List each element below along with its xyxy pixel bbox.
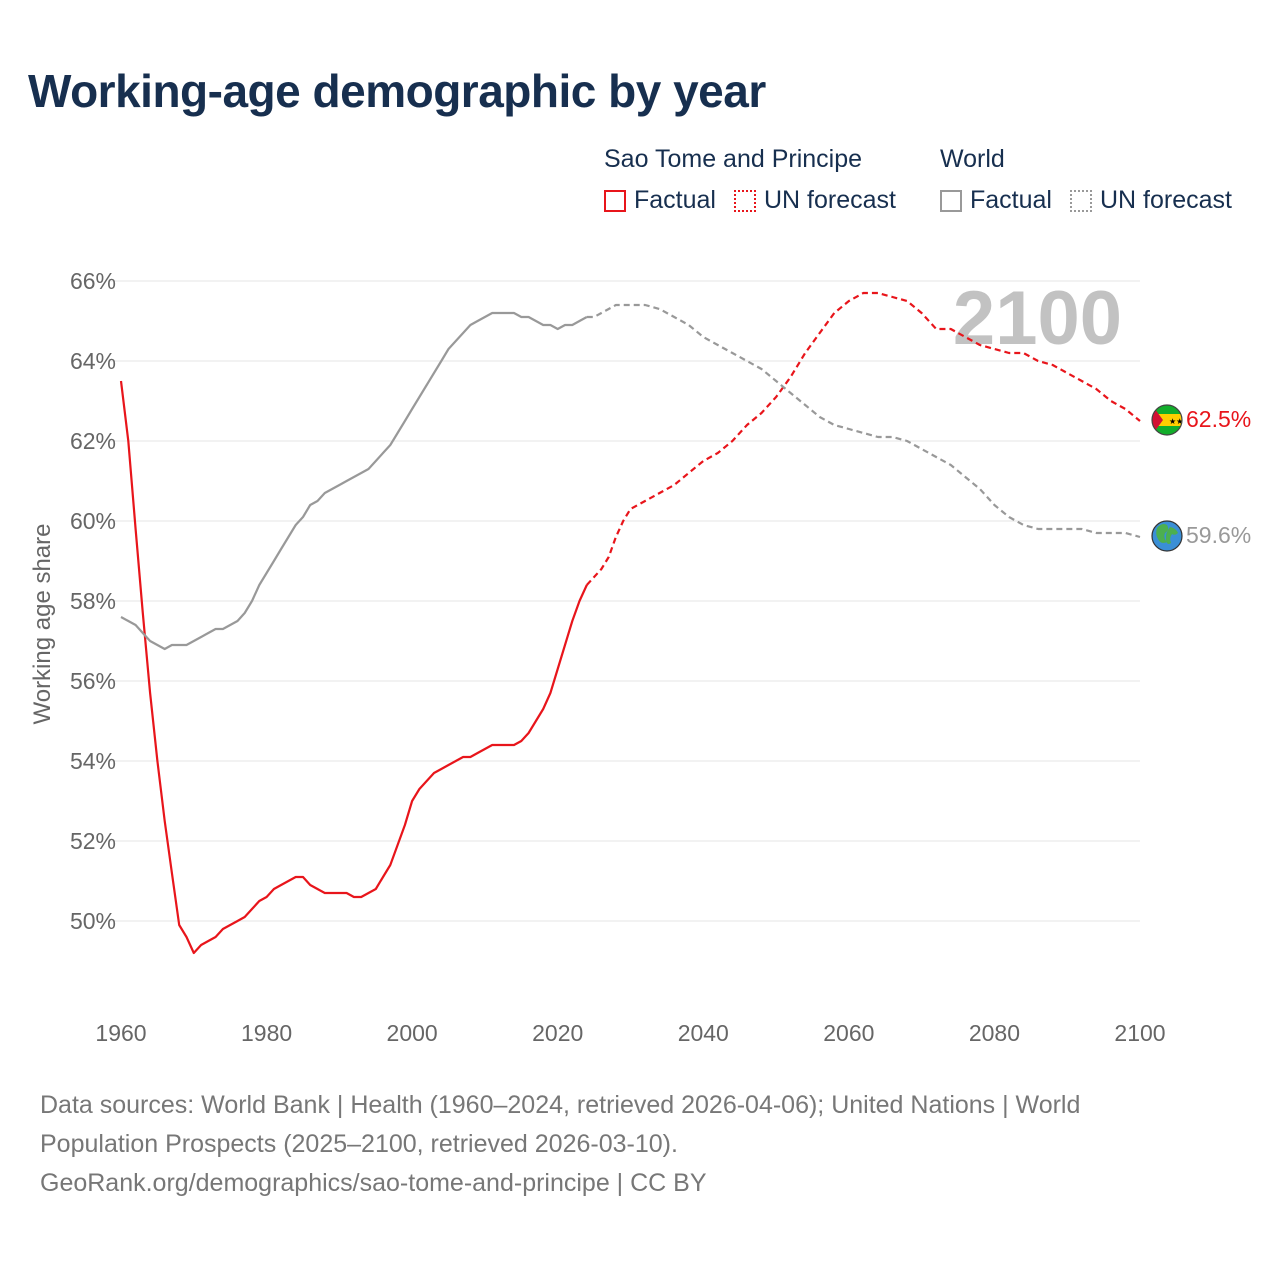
legend-group-name: Sao Tome and Principe — [604, 145, 863, 173]
y-tick-label: 54% — [70, 748, 116, 774]
y-tick-label: 62% — [70, 428, 116, 454]
y-axis-ticks: 50% 52% 54% 56% 58% 60% 62% 64% 66% — [70, 268, 116, 934]
source-line: Population Prospects (2025–2100, retriev… — [40, 1130, 678, 1158]
y-tick-label: 50% — [70, 908, 116, 934]
gridlines — [110, 280, 1140, 922]
end-label-stp: 62.5% — [1186, 406, 1251, 432]
x-tick-label: 1960 — [95, 1020, 146, 1046]
y-tick-label: 64% — [70, 348, 116, 374]
x-tick-label: 2080 — [969, 1020, 1020, 1046]
legend-group-name: World — [940, 145, 1005, 173]
legend-group-stp: Sao Tome and Principe Factual UN forecas… — [604, 144, 914, 215]
source-line: Data sources: World Bank | Health (1960–… — [40, 1091, 1081, 1119]
series-lines — [119, 291, 1141, 955]
y-tick-label: 60% — [70, 508, 116, 534]
legend-stp-forecast[interactable]: UN forecast — [733, 186, 896, 215]
legend-group-world: World Factual UN forecast — [940, 144, 1250, 215]
x-tick-label: 1980 — [241, 1020, 292, 1046]
legend-world-forecast[interactable]: UN forecast — [1069, 186, 1232, 215]
legend-stp-factual[interactable]: Factual — [604, 186, 716, 215]
data-source-note: Data sources: World Bank | Health (1960–… — [40, 1086, 1220, 1203]
source-link[interactable]: GeoRank.org/demographics/sao-tome-and-pr… — [40, 1169, 707, 1197]
line-chart: 50% 52% 54% 56% 58% 60% 62% 64% 66% 1960 1980 2000… — [29, 268, 1251, 1046]
legend-swatch — [733, 189, 756, 212]
legend-label: UN forecast — [763, 186, 896, 214]
legend-label: Factual — [970, 186, 1052, 214]
x-tick-label: 2000 — [387, 1020, 438, 1046]
stp-factual-line — [119, 380, 588, 955]
x-tick-label: 2020 — [532, 1020, 583, 1046]
year-watermark: 2100 — [953, 276, 1122, 361]
svg-text:★★: ★★ — [1169, 417, 1183, 426]
legend-swatch — [940, 189, 962, 212]
legend-swatch — [604, 189, 626, 212]
y-tick-label: 56% — [70, 668, 116, 694]
world-forecast-line — [586, 303, 1141, 539]
x-tick-label: 2060 — [823, 1020, 874, 1046]
legend-label: UN forecast — [1099, 186, 1232, 214]
sao-tome-flag-icon: ★★ — [1152, 405, 1183, 435]
x-axis-ticks: 1960 1980 2000 2020 2040 2060 2080 2100 — [95, 1020, 1165, 1046]
x-tick-label: 2040 — [678, 1020, 729, 1046]
stp-forecast-line — [585, 291, 1141, 586]
y-axis-label: Working age share — [29, 524, 56, 725]
end-label-world: 59.6% — [1186, 522, 1251, 548]
x-tick-label: 2100 — [1114, 1020, 1165, 1046]
chart-title: Working-age demographic by year — [28, 65, 766, 117]
world-factual-line — [120, 311, 588, 651]
y-tick-label: 66% — [70, 268, 116, 294]
y-tick-label: 58% — [70, 588, 116, 614]
legend-swatch — [1069, 189, 1092, 212]
legend-world-factual[interactable]: Factual — [940, 186, 1052, 215]
legend-label: Factual — [634, 186, 716, 214]
y-tick-label: 52% — [70, 828, 116, 854]
globe-icon — [1151, 520, 1183, 552]
